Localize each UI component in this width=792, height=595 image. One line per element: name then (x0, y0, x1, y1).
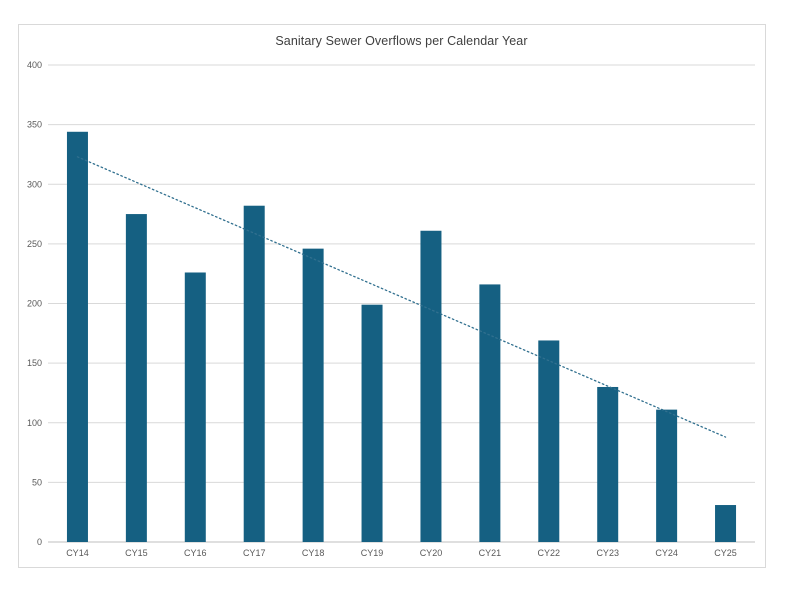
y-tick-label: 250 (27, 239, 42, 249)
bar-CY19 (361, 304, 383, 542)
y-tick-label: 300 (27, 179, 42, 189)
bar-CY17 (243, 205, 265, 542)
y-tick-label: 200 (27, 299, 42, 309)
bar-CY16 (184, 272, 206, 542)
bar-CY15 (125, 214, 147, 542)
x-tick-label: CY25 (714, 548, 737, 558)
x-tick-label: CY23 (596, 548, 619, 558)
y-tick-label: 100 (27, 418, 42, 428)
x-tick-label: CY17 (243, 548, 266, 558)
x-tick-label: CY24 (655, 548, 678, 558)
y-tick-label: 400 (27, 60, 42, 70)
y-tick-label: 50 (32, 477, 42, 487)
bar-CY24 (656, 409, 678, 542)
bar-CY14 (66, 131, 88, 542)
x-tick-label: CY16 (184, 548, 207, 558)
bar-CY25 (715, 505, 737, 542)
x-tick-label: CY21 (479, 548, 502, 558)
chart-canvas: 0 50 100 150 200 250 300 350 400 CY14 CY15 CY16 CY17… (27, 60, 755, 558)
bar-CY21 (479, 284, 501, 542)
chart-title: Sanitary Sewer Overflows per Calendar Ye… (275, 34, 528, 48)
x-tick-label: CY22 (538, 548, 561, 558)
bar-CY22 (538, 340, 560, 542)
x-tick-label: CY20 (420, 548, 443, 558)
y-tick-label: 350 (27, 120, 42, 130)
bar-CY20 (420, 230, 442, 542)
bar-CY18 (302, 248, 324, 542)
chart-frame: Sanitary Sewer Overflows per Calendar Ye… (18, 24, 766, 568)
x-tick-label: CY15 (125, 548, 148, 558)
x-tick-label: CY19 (361, 548, 384, 558)
y-tick-label: 0 (37, 537, 42, 547)
trendline (76, 156, 727, 438)
y-tick-label: 150 (27, 358, 42, 368)
x-tick-label: CY14 (66, 548, 89, 558)
bar-CY23 (597, 386, 619, 542)
x-tick-label: CY18 (302, 548, 325, 558)
